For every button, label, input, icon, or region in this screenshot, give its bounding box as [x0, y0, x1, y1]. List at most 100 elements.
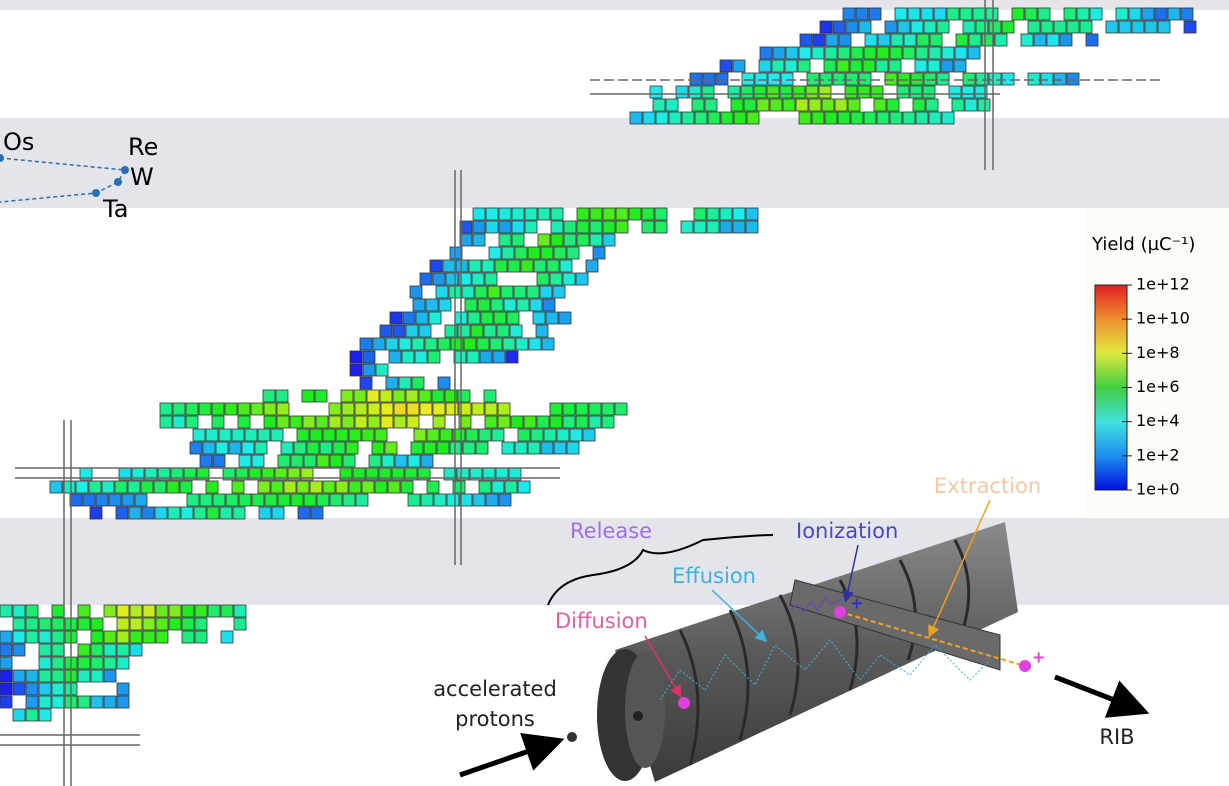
nuclide-cell: [251, 493, 265, 507]
nuclide-cell: [478, 428, 492, 442]
nuclide-cell: [181, 604, 195, 618]
nuclide-cell: [484, 415, 498, 429]
process-diagram: + + Release Ionization Extraction Effusi…: [433, 474, 1150, 782]
nuclide-cell: [428, 311, 442, 325]
nuclide-cell: [897, 20, 911, 34]
nuclide-cell: [277, 454, 291, 468]
nuclide-cell: [602, 207, 616, 221]
nuclide-cell: [405, 389, 419, 403]
nuclide-cell: [1157, 20, 1171, 34]
nuclide-cell: [552, 285, 566, 299]
nuclide-cell: [90, 695, 104, 709]
nuclide-cell: [280, 441, 294, 455]
effusion-label: Effusion: [672, 564, 756, 588]
nuclide-cell: [400, 480, 414, 494]
element-label: Os: [3, 128, 34, 156]
nuclide-cell: [1040, 20, 1054, 34]
nuclide-cell: [335, 480, 349, 494]
nuclide-cell: [25, 695, 39, 709]
nuclide-cell: [601, 415, 615, 429]
nuclide-cell: [537, 207, 551, 221]
nuclide-cell: [743, 98, 757, 112]
nuclide-cell: [504, 480, 518, 494]
nuclide-cell: [302, 415, 316, 429]
nuclide-cell: [575, 272, 589, 286]
nuclide-cell: [927, 59, 941, 73]
nuclide-cell: [362, 363, 376, 377]
nuclide-cell: [505, 350, 519, 364]
nuclide-cell: [348, 480, 362, 494]
nuclide-cell: [38, 643, 52, 657]
nuclide-cell: [159, 402, 173, 416]
nuclide-cell: [485, 493, 499, 507]
nuclide-cell: [509, 324, 523, 338]
nuclide-cell: [536, 272, 550, 286]
nuclide-cell: [419, 402, 433, 416]
nuclide-cell: [850, 46, 864, 60]
nuclide-cell: [767, 72, 781, 86]
nuclide-cell: [427, 350, 441, 364]
nuclide-cell: [513, 285, 527, 299]
nuclide-cell: [756, 98, 770, 112]
nuclide-cell: [961, 85, 975, 99]
nuclide-cell: [129, 604, 143, 618]
nuclide-cell: [328, 402, 342, 416]
nuclide-cell: [870, 85, 884, 99]
nuclide-cell: [207, 604, 221, 618]
background-bands: [0, 0, 1229, 605]
nuclide-cell: [458, 402, 472, 416]
nuclide-cell: [550, 207, 564, 221]
nuclide-cell: [798, 111, 812, 125]
nuclide-cell: [543, 428, 557, 442]
nuclide-cell: [946, 7, 960, 21]
nuclide-cell: [884, 72, 898, 86]
nuclide-cell: [439, 428, 453, 442]
colorbar: Yield (µC⁻¹) 1e+0 1e+2 1e+4 1e+6 1e+8 1e+10 1e…: [1085, 208, 1229, 516]
nuclide-cell: [89, 506, 103, 520]
nuclide-cell: [615, 220, 629, 234]
nuclide-cell: [819, 72, 833, 86]
nuclide-cell: [62, 480, 76, 494]
nuclide-cell: [283, 480, 297, 494]
nuclide-cell: [12, 669, 26, 683]
nuclide-cell: [224, 402, 238, 416]
nuclide-cell: [628, 207, 642, 221]
nuclide-cell: [340, 389, 354, 403]
nuclide-cell: [589, 220, 603, 234]
nuclide-cell: [103, 643, 117, 657]
nuclide-cell: [1118, 20, 1132, 34]
svg-text:+: +: [850, 594, 863, 613]
nuclide-cell: [559, 259, 573, 273]
nuclide-cell: [933, 7, 947, 21]
nuclide-cell: [1001, 72, 1015, 86]
nuclide-cell: [362, 350, 376, 364]
nuclide-cell: [975, 72, 989, 86]
nuclide-cell: [25, 617, 39, 631]
nuclide-cell: [824, 46, 838, 60]
nuclide-cell: [410, 441, 424, 455]
nuclide-cell: [542, 298, 556, 312]
nuclide-cell: [629, 111, 643, 125]
nuclide-cell: [293, 441, 307, 455]
nuclide-cell: [654, 220, 668, 234]
nuclide-cell: [476, 337, 490, 351]
nuclide-cell: [550, 233, 564, 247]
nuclide-cell: [1089, 7, 1103, 21]
nuclide-cell: [418, 389, 432, 403]
nuclide-cell: [868, 7, 882, 21]
nuclide-cell: [516, 298, 530, 312]
nuclide-cell: [367, 415, 381, 429]
nuclide-cell: [1154, 7, 1168, 21]
nuclide-cell: [342, 493, 356, 507]
nuclide-cell: [75, 480, 89, 494]
nuclide-cell: [444, 324, 458, 338]
nuclide-cell: [103, 630, 117, 644]
nuclide-cell: [385, 337, 399, 351]
nuclide-cell: [511, 233, 525, 247]
nuclide-cell: [414, 350, 428, 364]
nuclide-cell: [127, 480, 141, 494]
nuclide-cell: [704, 98, 718, 112]
nuclide-cell: [212, 454, 226, 468]
nuclide-cell: [180, 506, 194, 520]
